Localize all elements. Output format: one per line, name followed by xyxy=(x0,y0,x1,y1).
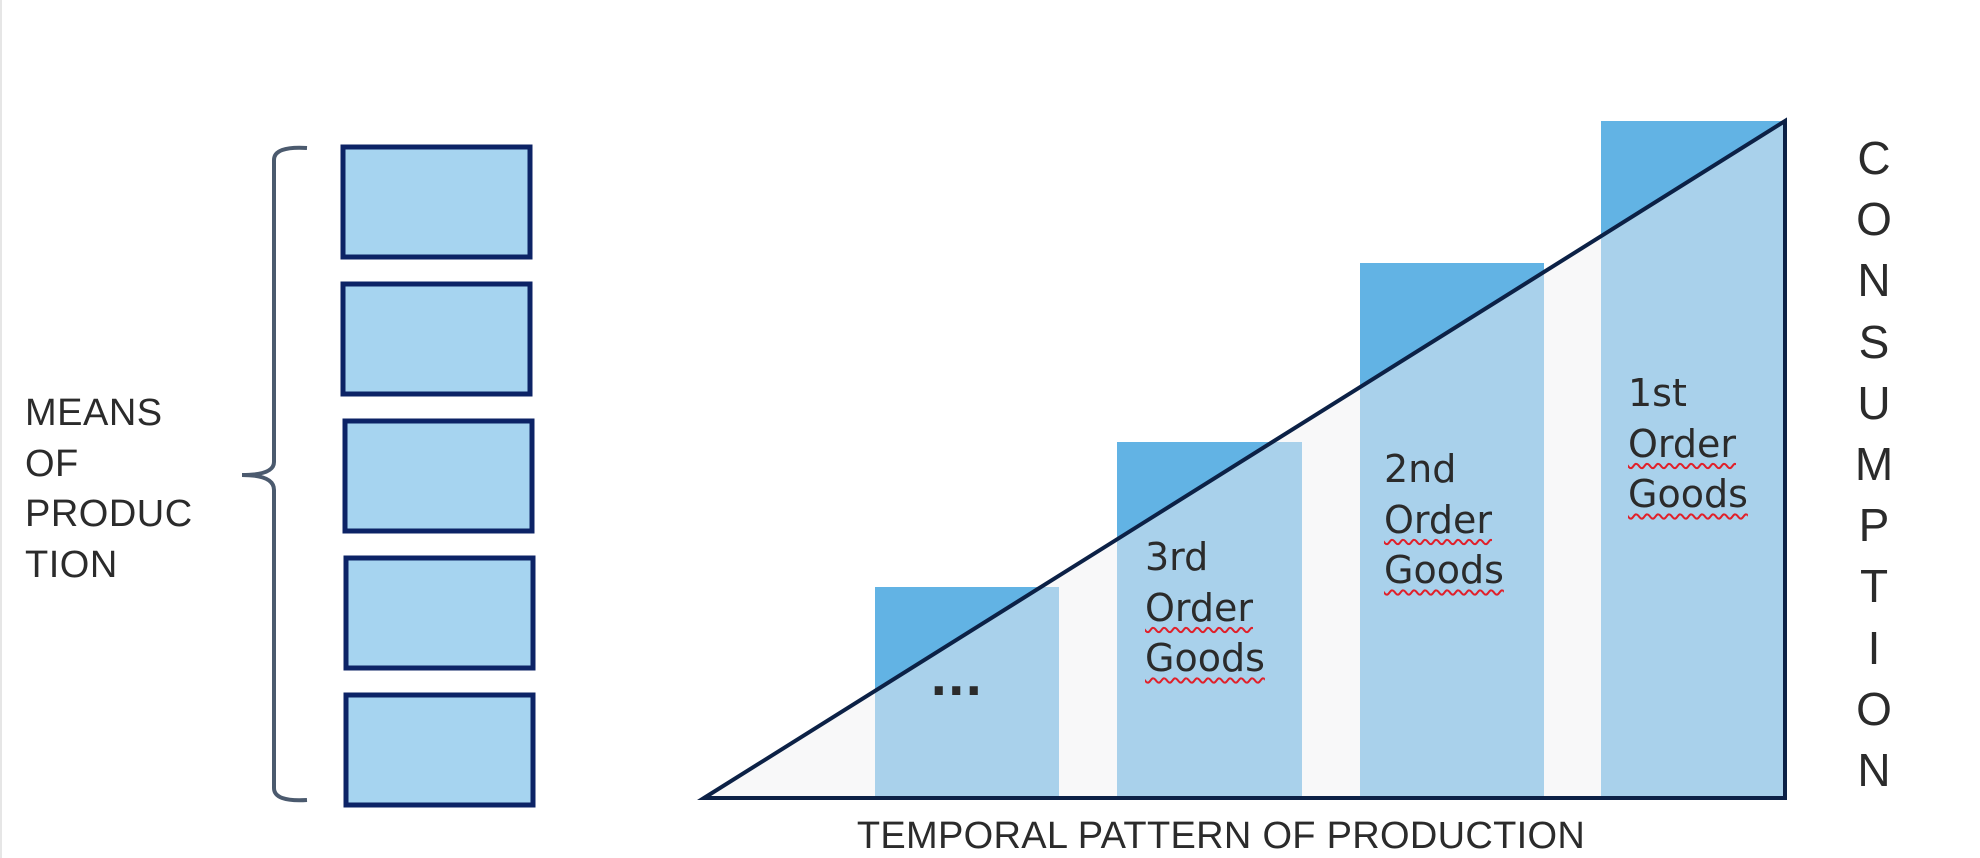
consumption-letter: S xyxy=(1858,315,1890,368)
means-box xyxy=(343,692,536,808)
label-line: 2nd xyxy=(1384,447,1457,491)
means-box xyxy=(340,144,533,260)
consumption-letter: O xyxy=(1856,682,1892,735)
label-line: 1st xyxy=(1628,371,1687,415)
third-order-goods-label: 3rd Order Goods xyxy=(1145,532,1265,684)
stage-ellipsis: ... xyxy=(930,652,983,706)
means-boxes xyxy=(340,144,536,808)
second-order-goods-label: 2nd Order Goods xyxy=(1384,444,1504,596)
label-line: PRODUC xyxy=(25,493,193,535)
bars-below-line xyxy=(875,121,1785,798)
consumption-letter: O xyxy=(1856,193,1892,246)
label-line: Goods xyxy=(1628,472,1748,516)
consumption-letter: I xyxy=(1867,621,1881,674)
consumption-letter: M xyxy=(1854,438,1894,491)
consumption-letter: T xyxy=(1859,560,1889,613)
consumption-letter: U xyxy=(1857,376,1891,429)
consumption-letter: C xyxy=(1857,132,1891,184)
label-line: MEANS xyxy=(25,392,163,434)
label-line: Goods xyxy=(1145,636,1265,680)
means-box xyxy=(340,281,533,397)
production-triangle-outline xyxy=(697,117,1787,800)
label-line: 3rd xyxy=(1145,535,1209,579)
consumption-letter: P xyxy=(1858,499,1890,552)
label-line: Order xyxy=(1145,585,1253,630)
label-line: Order xyxy=(1628,421,1736,466)
label-line: Order xyxy=(1384,497,1492,542)
means-box xyxy=(343,555,536,671)
curly-brace xyxy=(241,145,308,803)
means-of-production-label: MEANS OF PRODUC TION xyxy=(25,388,193,590)
label-line: OF xyxy=(25,442,79,485)
means-box xyxy=(342,418,535,534)
temporal-pattern-label: TEMPORAL PATTERN OF PRODUCTION xyxy=(856,815,1586,857)
consumption-letter: N xyxy=(1857,744,1891,797)
bar-lower xyxy=(1601,121,1785,798)
label-line: Goods xyxy=(1384,548,1504,592)
consumption-letter: N xyxy=(1857,254,1891,307)
label-line: TION xyxy=(25,543,118,586)
first-order-goods-label: 1st Order Goods xyxy=(1628,368,1748,520)
